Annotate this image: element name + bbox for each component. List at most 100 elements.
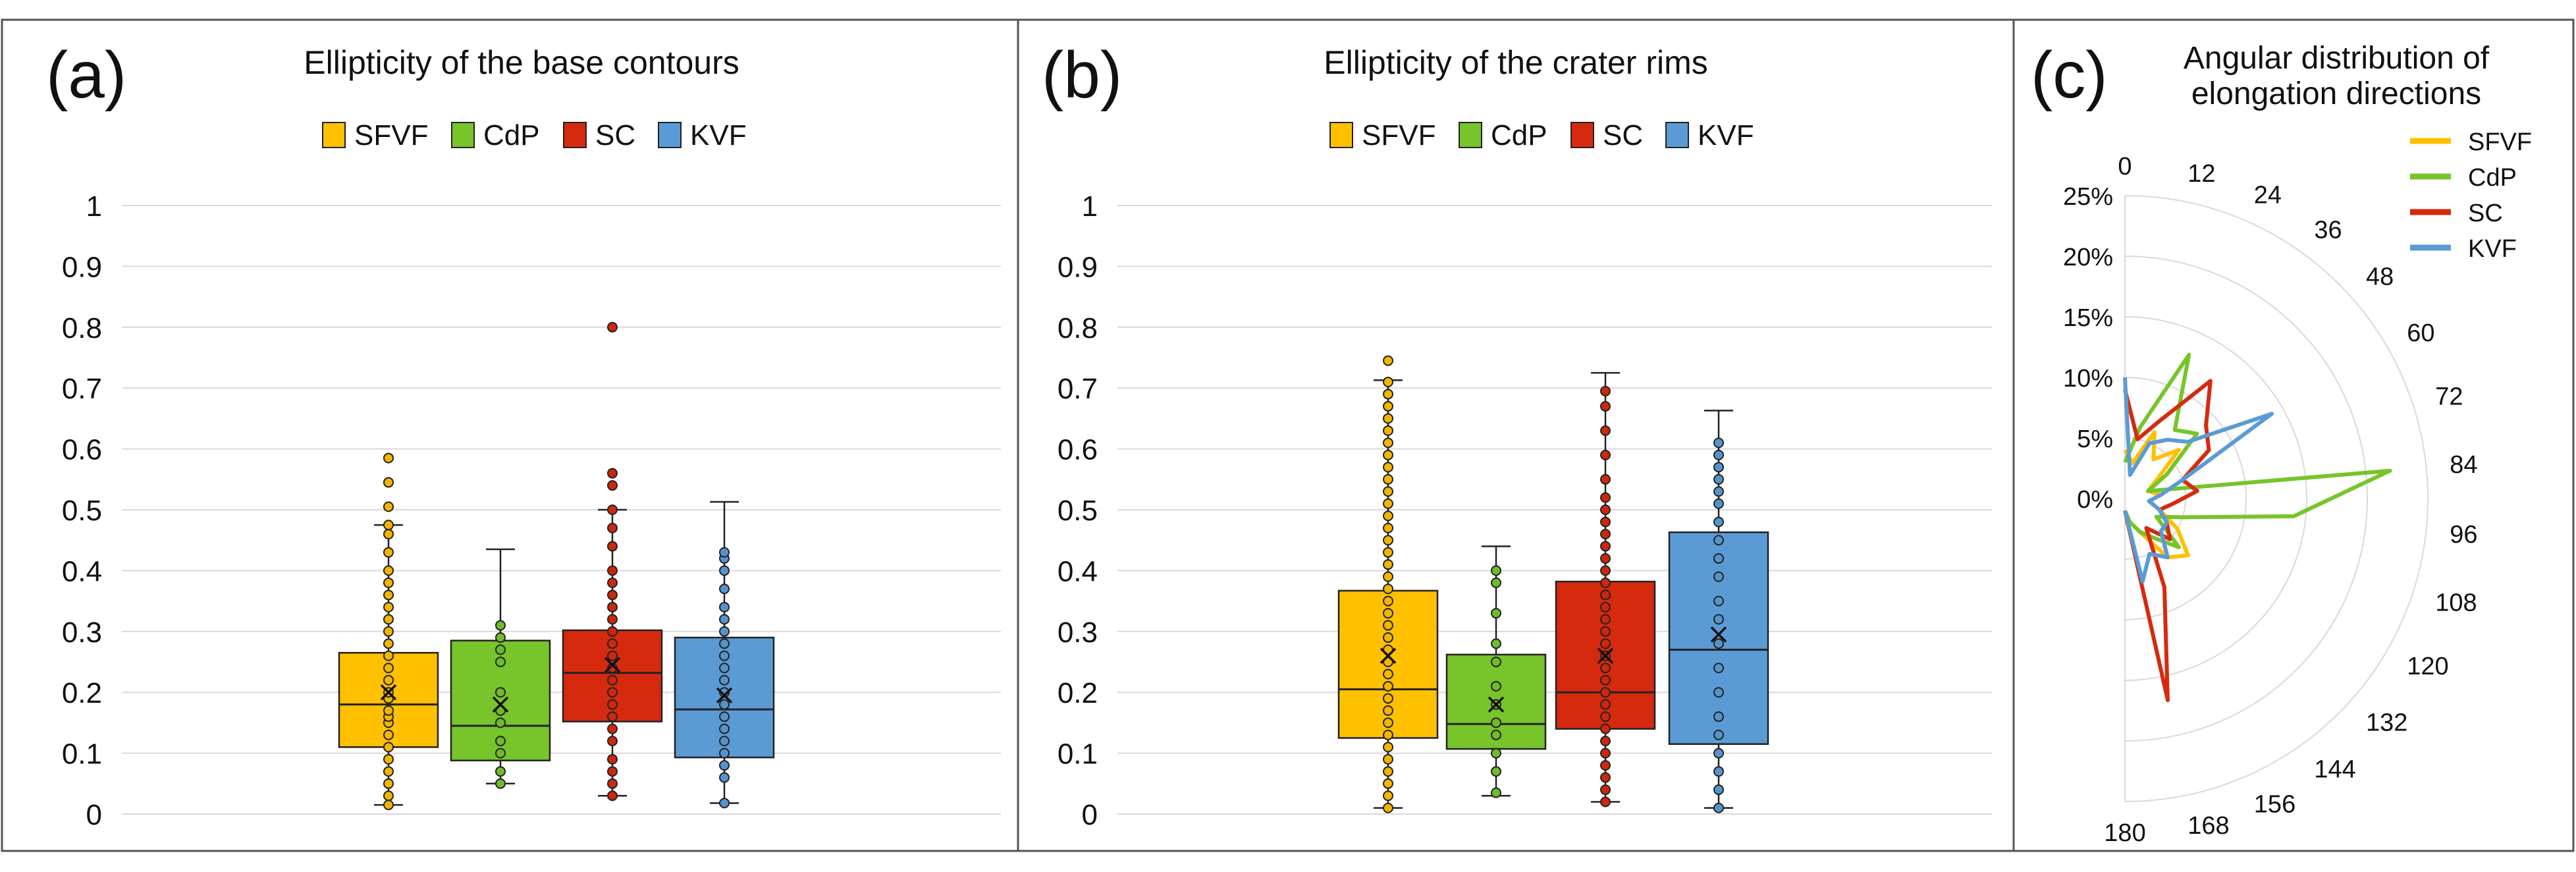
legend-swatch-kvf bbox=[1665, 122, 1689, 148]
data-point bbox=[495, 687, 506, 698]
data-point bbox=[1600, 504, 1611, 515]
data-point bbox=[1600, 425, 1611, 436]
data-point bbox=[1600, 699, 1611, 710]
data-point bbox=[1383, 389, 1393, 400]
data-point bbox=[1491, 748, 1501, 759]
series-line-kvf bbox=[2123, 377, 2274, 584]
data-point bbox=[607, 589, 618, 601]
data-point bbox=[719, 711, 730, 722]
series-line-sc bbox=[2123, 379, 2213, 702]
data-point bbox=[1491, 638, 1501, 649]
data-point bbox=[607, 577, 618, 588]
chart-title: Ellipticity of the crater rims bbox=[1324, 44, 1707, 81]
data-point bbox=[607, 468, 618, 479]
legend: SFVF CdP SC KVF bbox=[322, 119, 747, 151]
data-point bbox=[1600, 492, 1611, 503]
data-point bbox=[607, 753, 618, 765]
data-point bbox=[495, 657, 506, 667]
data-point bbox=[1600, 711, 1611, 722]
angle-label: 48 bbox=[2366, 263, 2394, 290]
box-sfvf bbox=[1337, 355, 1439, 813]
data-point bbox=[1383, 355, 1393, 366]
grid bbox=[1117, 205, 1992, 815]
y-tick-label: 0.8 bbox=[62, 312, 102, 344]
data-point bbox=[495, 748, 506, 759]
angle-label: 12 bbox=[2187, 160, 2215, 188]
data-point bbox=[383, 626, 394, 637]
box-cdp bbox=[1445, 545, 1547, 798]
data-point bbox=[607, 541, 618, 552]
radial-tick-label: 20% bbox=[2063, 244, 2113, 271]
data-point bbox=[1600, 541, 1611, 552]
data-point bbox=[1600, 385, 1611, 396]
radial-ring bbox=[2124, 256, 2368, 742]
y-tick-label: 0.5 bbox=[62, 495, 102, 527]
data-point bbox=[383, 742, 394, 753]
y-tick-label: 0.2 bbox=[1058, 677, 1098, 709]
angle-label: 96 bbox=[2450, 521, 2477, 549]
data-point bbox=[1383, 400, 1393, 412]
data-point bbox=[1713, 535, 1724, 546]
data-point bbox=[495, 644, 506, 655]
legend: SFVF CdP SC KVF bbox=[1329, 119, 1754, 151]
y-tick-label: 0 bbox=[1082, 799, 1098, 831]
data-point bbox=[1713, 571, 1724, 582]
data-point bbox=[1713, 729, 1724, 740]
data-point bbox=[383, 663, 394, 674]
data-point bbox=[607, 778, 618, 789]
angle-label: 72 bbox=[2435, 383, 2463, 411]
data-point bbox=[383, 565, 394, 576]
data-point bbox=[1491, 766, 1501, 777]
data-point bbox=[1383, 705, 1393, 716]
data-point bbox=[383, 753, 394, 765]
data-point bbox=[607, 638, 618, 649]
y-tick-label: 0.3 bbox=[1058, 616, 1098, 649]
box-kvf bbox=[674, 501, 775, 809]
data-point bbox=[383, 705, 394, 716]
data-point bbox=[1713, 766, 1724, 777]
data-point bbox=[1491, 717, 1501, 728]
data-point bbox=[607, 723, 618, 734]
data-point bbox=[1383, 510, 1393, 522]
data-point bbox=[1713, 516, 1724, 528]
angle-label: 132 bbox=[2366, 709, 2407, 737]
data-point bbox=[1600, 674, 1611, 686]
radial-ring bbox=[2124, 316, 2307, 681]
data-point bbox=[607, 650, 618, 661]
radial-ring bbox=[2124, 195, 2428, 802]
panel-c-frame bbox=[2012, 18, 2575, 852]
data-point bbox=[719, 601, 730, 613]
panel-label: (c) bbox=[2031, 38, 2108, 112]
data-point bbox=[1491, 657, 1501, 667]
data-point bbox=[1600, 589, 1611, 601]
legend-swatch-sfvf bbox=[1329, 122, 1353, 148]
data-point bbox=[1600, 553, 1611, 564]
y-tick-label: 0.7 bbox=[1058, 373, 1098, 405]
data-point bbox=[383, 778, 394, 789]
data-point bbox=[607, 687, 618, 698]
data-point bbox=[1713, 663, 1724, 674]
radial-tick-label: 15% bbox=[2063, 304, 2113, 332]
y-axis: 0 0.1 0.2 0.3 0.4 0.5 0.6 0.7 0.8 0.9 1 bbox=[62, 190, 102, 831]
data-point bbox=[383, 589, 394, 601]
angle-label: 168 bbox=[2187, 812, 2229, 840]
y-tick-label: 0.1 bbox=[62, 738, 102, 771]
chart-title: Ellipticity of the base contours bbox=[304, 44, 739, 81]
angle-label: 120 bbox=[2407, 653, 2448, 680]
data-point bbox=[719, 723, 730, 734]
data-point bbox=[607, 614, 618, 625]
data-point bbox=[383, 528, 394, 539]
legend-label-sfvf: SFVF bbox=[354, 119, 428, 151]
legend-swatch-sc bbox=[563, 122, 587, 148]
data-point bbox=[1600, 723, 1611, 734]
data-point bbox=[607, 565, 618, 576]
data-point bbox=[719, 547, 730, 558]
mean-marker bbox=[1597, 647, 1614, 664]
data-point bbox=[1600, 687, 1611, 698]
radial-tick-label: 0% bbox=[2077, 486, 2113, 514]
data-point bbox=[383, 477, 394, 488]
data-point bbox=[383, 650, 394, 661]
data-point bbox=[1383, 608, 1393, 619]
box-sc bbox=[562, 321, 663, 802]
data-point bbox=[1383, 449, 1393, 460]
